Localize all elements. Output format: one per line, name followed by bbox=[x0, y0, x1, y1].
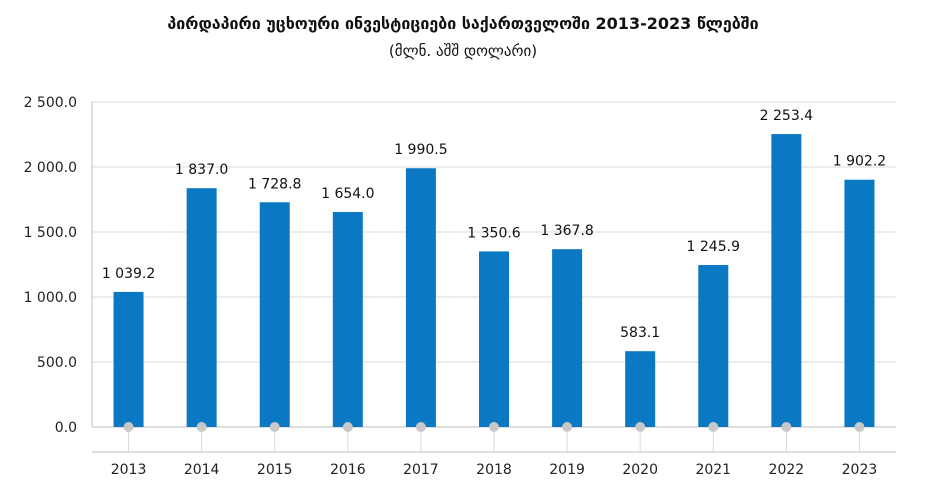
bar[interactable] bbox=[405, 168, 436, 428]
baseline-marker bbox=[269, 422, 280, 432]
baseline-marker bbox=[781, 422, 792, 432]
baseline-marker bbox=[342, 422, 353, 432]
data-label: 1 039.2 bbox=[102, 266, 155, 282]
chart-title: პირდაპირი უცხოური ინვესტიციები საქართველ… bbox=[167, 14, 759, 33]
data-label: 1 728.8 bbox=[248, 176, 301, 192]
x-tick-label: 2014 bbox=[184, 462, 220, 478]
baseline-marker bbox=[489, 422, 499, 432]
y-tick-label: 0.0 bbox=[55, 420, 77, 436]
x-tick-label: 2017 bbox=[403, 462, 439, 478]
x-tick-label: 2019 bbox=[549, 462, 585, 478]
data-label: 1 245.9 bbox=[687, 239, 740, 255]
data-label: 1 654.0 bbox=[321, 186, 374, 202]
data-label: 1 990.5 bbox=[394, 142, 447, 158]
bar[interactable] bbox=[332, 211, 363, 427]
x-tick-label: 2021 bbox=[695, 462, 731, 478]
baseline-marker bbox=[635, 422, 646, 432]
y-tick-label: 2 000.0 bbox=[24, 160, 77, 176]
bar[interactable] bbox=[113, 291, 144, 427]
bar[interactable] bbox=[625, 351, 656, 427]
baseline-marker bbox=[708, 422, 719, 432]
bar[interactable] bbox=[259, 202, 290, 427]
x-tick-label: 2018 bbox=[476, 462, 512, 478]
y-tick-label: 500.0 bbox=[37, 355, 77, 371]
chart-subtitle: (მლნ. აშშ დოლარი) bbox=[388, 42, 538, 60]
x-tick-label: 2023 bbox=[842, 462, 878, 478]
x-tick-label: 2013 bbox=[111, 462, 147, 478]
y-tick-label: 2 500.0 bbox=[24, 95, 77, 111]
bar[interactable] bbox=[771, 134, 802, 428]
data-label: 583.1 bbox=[620, 325, 660, 341]
bar[interactable] bbox=[698, 265, 729, 427]
x-tick-label: 2020 bbox=[622, 462, 658, 478]
data-label: 1 350.6 bbox=[467, 225, 521, 241]
bar[interactable] bbox=[479, 251, 509, 427]
bar[interactable] bbox=[552, 249, 583, 427]
bar[interactable] bbox=[844, 179, 875, 427]
baseline-marker bbox=[562, 422, 573, 432]
x-tick-label: 2022 bbox=[769, 462, 805, 478]
x-tick-label: 2016 bbox=[330, 462, 366, 478]
data-label: 1 367.8 bbox=[540, 223, 593, 239]
bar[interactable] bbox=[186, 188, 217, 427]
y-tick-label: 1 000.0 bbox=[24, 290, 77, 306]
baseline-marker bbox=[196, 422, 207, 432]
data-label: 2 253.4 bbox=[760, 108, 814, 124]
baseline-marker bbox=[415, 422, 426, 432]
data-label: 1 902.2 bbox=[833, 154, 886, 170]
y-tick-label: 1 500.0 bbox=[24, 225, 77, 241]
x-tick-label: 2015 bbox=[257, 462, 293, 478]
baseline-marker bbox=[123, 422, 134, 432]
data-label: 1 837.0 bbox=[175, 162, 228, 178]
baseline-marker bbox=[854, 422, 865, 432]
